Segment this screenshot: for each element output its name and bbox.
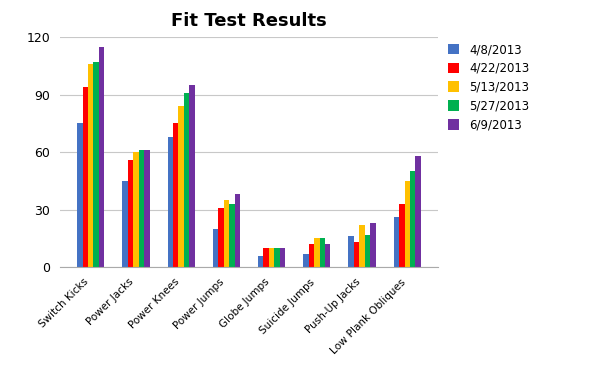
Bar	[224, 200, 229, 267]
Bar	[94, 62, 99, 267]
Bar	[308, 244, 314, 267]
Bar	[213, 229, 218, 267]
Bar	[314, 238, 320, 267]
Bar	[269, 248, 274, 267]
Bar	[178, 106, 184, 267]
Bar	[77, 123, 83, 267]
Legend: 4/8/2013, 4/22/2013, 5/13/2013, 5/27/2013, 6/9/2013: 4/8/2013, 4/22/2013, 5/13/2013, 5/27/201…	[448, 43, 529, 132]
Bar	[370, 223, 376, 267]
Bar	[274, 248, 280, 267]
Bar	[263, 248, 269, 267]
Bar	[173, 123, 178, 267]
Bar	[415, 156, 421, 267]
Bar	[325, 244, 331, 267]
Bar	[167, 137, 173, 267]
Bar	[258, 256, 263, 267]
Bar	[218, 208, 224, 267]
Bar	[399, 204, 404, 267]
Title: Fit Test Results: Fit Test Results	[171, 12, 327, 30]
Bar	[190, 85, 195, 267]
Bar	[83, 87, 88, 267]
Bar	[88, 64, 94, 267]
Bar	[354, 242, 359, 267]
Bar	[349, 236, 354, 267]
Bar	[359, 225, 365, 267]
Bar	[128, 160, 133, 267]
Bar	[365, 234, 370, 267]
Bar	[394, 217, 399, 267]
Bar	[144, 150, 149, 267]
Bar	[235, 194, 240, 267]
Bar	[404, 181, 410, 267]
Bar	[280, 248, 285, 267]
Bar	[410, 171, 415, 267]
Bar	[133, 152, 139, 267]
Bar	[184, 93, 190, 267]
Bar	[320, 238, 325, 267]
Bar	[229, 204, 235, 267]
Bar	[139, 150, 144, 267]
Bar	[122, 181, 128, 267]
Bar	[303, 254, 308, 267]
Bar	[99, 47, 104, 267]
